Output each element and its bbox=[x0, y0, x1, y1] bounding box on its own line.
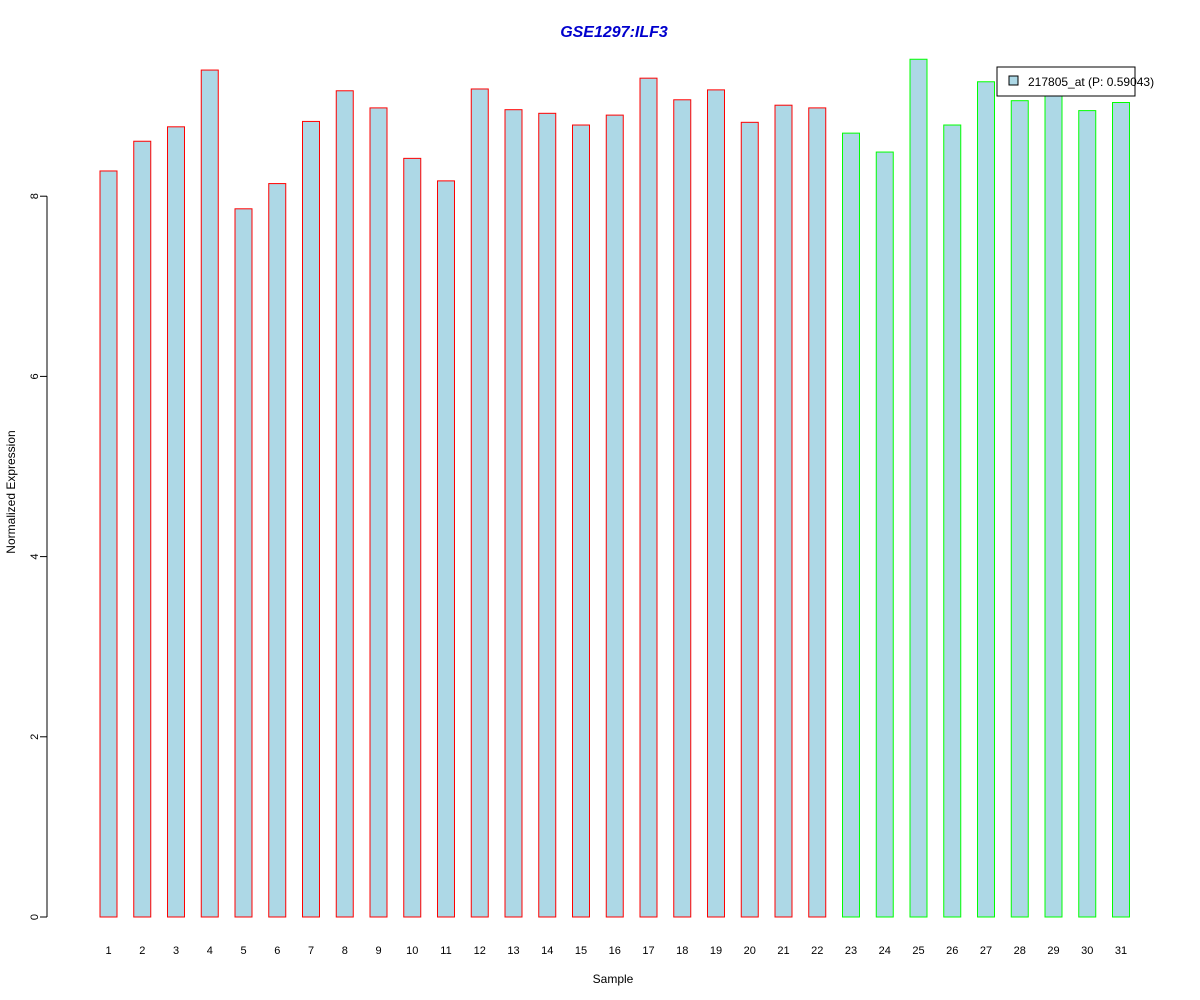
bar-sample-24 bbox=[875, 151, 894, 918]
x-tick-label: 14 bbox=[541, 945, 553, 957]
bar-sample-26 bbox=[943, 124, 962, 918]
y-tick-label: 8 bbox=[29, 193, 41, 199]
x-tick-label: 18 bbox=[676, 945, 688, 957]
x-tick-label: 2 bbox=[139, 945, 145, 957]
bar-sample-12 bbox=[470, 88, 489, 918]
bar-sample-4 bbox=[200, 69, 219, 918]
chart-title: GSE1297:ILF3 bbox=[560, 24, 668, 41]
x-tick-label: 19 bbox=[710, 945, 722, 957]
bar-sample-10 bbox=[403, 157, 422, 918]
y-tick-label: 0 bbox=[29, 914, 41, 920]
bar-sample-8 bbox=[335, 90, 354, 918]
bar-sample-13 bbox=[504, 109, 523, 918]
y-tick-label: 4 bbox=[29, 554, 41, 560]
bar-sample-22 bbox=[808, 107, 827, 918]
x-tick-label: 7 bbox=[308, 945, 314, 957]
legend: 217805_at (P: 0.59043) bbox=[996, 66, 1154, 97]
x-tick-label: 10 bbox=[406, 945, 418, 957]
x-tick-label: 6 bbox=[274, 945, 280, 957]
bar-sample-6 bbox=[268, 183, 287, 918]
bar-sample-11 bbox=[437, 180, 455, 918]
bar-sample-17 bbox=[639, 77, 658, 918]
bar-sample-9 bbox=[369, 107, 388, 918]
bar-sample-15 bbox=[572, 124, 590, 918]
bar-sample-27 bbox=[977, 81, 995, 918]
bar-sample-31 bbox=[1112, 102, 1130, 918]
x-tick-label: 1 bbox=[105, 945, 111, 957]
x-tick-label: 20 bbox=[744, 945, 756, 957]
bar-sample-25 bbox=[909, 58, 928, 918]
x-tick-label: 13 bbox=[507, 945, 519, 957]
x-tick-label: 28 bbox=[1014, 945, 1026, 957]
x-tick-label: 24 bbox=[879, 945, 891, 957]
bar-sample-29 bbox=[1044, 89, 1063, 918]
x-tick-label: 25 bbox=[912, 945, 924, 957]
bar-sample-18 bbox=[673, 99, 692, 918]
bar-sample-28 bbox=[1010, 100, 1029, 918]
x-tick-label: 30 bbox=[1081, 945, 1093, 957]
legend-swatch bbox=[1008, 75, 1019, 86]
bar-sample-1 bbox=[99, 170, 118, 918]
x-tick-label: 5 bbox=[240, 945, 246, 957]
x-tick-label: 21 bbox=[777, 945, 789, 957]
x-tick-label: 12 bbox=[474, 945, 486, 957]
x-tick-label: 27 bbox=[980, 945, 992, 957]
x-tick-label: 17 bbox=[642, 945, 654, 957]
legend-label: 217805_at (P: 0.59043) bbox=[1028, 75, 1154, 89]
x-tick-label: 3 bbox=[173, 945, 179, 957]
x-tick-label: 9 bbox=[375, 945, 381, 957]
x-tick-labels: 1 2 3 4 5 6 7 8 9 10 11 12 13 14 15 16 17 18 19 20 21 22 23 24 2… bbox=[105, 945, 1127, 957]
bar-sample-16 bbox=[605, 114, 624, 918]
bar-sample-14 bbox=[538, 112, 557, 918]
x-tick-label: 4 bbox=[207, 945, 213, 957]
x-tick-label: 26 bbox=[946, 945, 958, 957]
bar-sample-23 bbox=[842, 132, 860, 918]
y-axis-title: Normalized Expression bbox=[4, 430, 18, 553]
bar-sample-19 bbox=[707, 89, 725, 918]
y-tick-label: 2 bbox=[29, 734, 41, 740]
bar-sample-2 bbox=[133, 140, 152, 918]
x-tick-label: 16 bbox=[609, 945, 621, 957]
x-tick-label: 29 bbox=[1047, 945, 1059, 957]
bar-sample-20 bbox=[740, 121, 759, 918]
x-tick-label: 31 bbox=[1115, 945, 1127, 957]
x-tick-label: 22 bbox=[811, 945, 823, 957]
y-tick-label: 6 bbox=[29, 373, 41, 379]
x-tick-label: 15 bbox=[575, 945, 587, 957]
y-axis: 0 2 4 6 8 bbox=[29, 193, 48, 920]
bar-sample-21 bbox=[774, 104, 793, 918]
x-tick-label: 8 bbox=[342, 945, 348, 957]
x-tick-label: 11 bbox=[440, 945, 451, 957]
bar-sample-7 bbox=[302, 120, 320, 918]
bars-group bbox=[99, 58, 1130, 918]
x-tick-label: 23 bbox=[845, 945, 857, 957]
legend-box bbox=[996, 66, 1136, 97]
x-axis-title: Sample bbox=[593, 972, 634, 986]
bar-sample-30 bbox=[1078, 110, 1097, 918]
bar-sample-5 bbox=[234, 208, 253, 918]
bar-sample-3 bbox=[167, 126, 185, 918]
